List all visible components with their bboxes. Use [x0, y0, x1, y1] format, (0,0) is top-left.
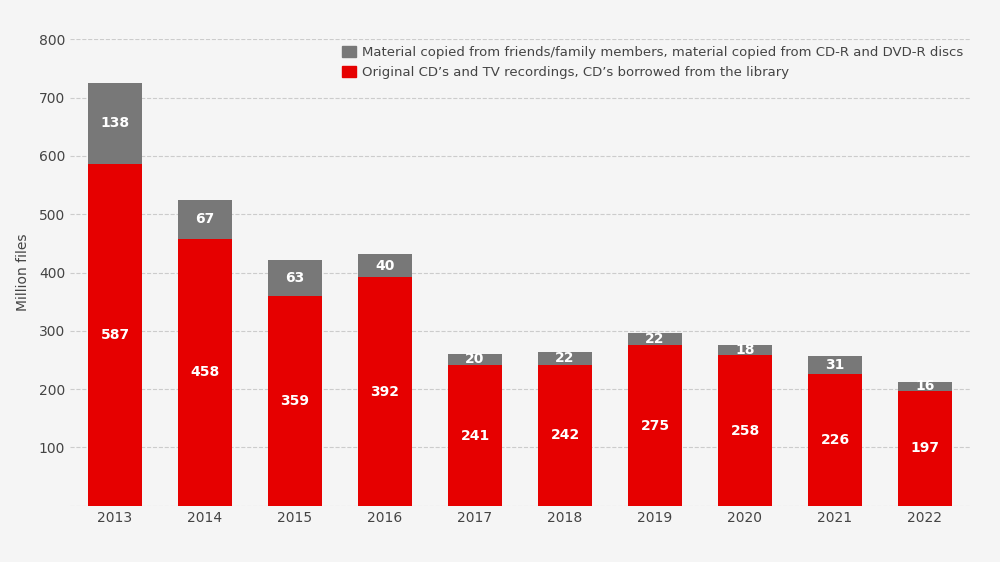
- Text: 20: 20: [465, 352, 485, 366]
- Bar: [718, 345, 772, 355]
- Bar: [448, 365, 502, 506]
- Text: 22: 22: [645, 332, 665, 346]
- Bar: [88, 164, 142, 506]
- Bar: [538, 352, 592, 365]
- Text: 392: 392: [370, 384, 400, 398]
- Bar: [718, 355, 772, 506]
- Bar: [628, 333, 682, 346]
- Text: 197: 197: [910, 441, 940, 455]
- Y-axis label: Million files: Million files: [16, 234, 30, 311]
- Text: 63: 63: [285, 271, 305, 285]
- Bar: [538, 365, 592, 506]
- Text: 138: 138: [100, 116, 130, 130]
- Bar: [268, 260, 322, 297]
- Bar: [448, 353, 502, 365]
- Bar: [808, 374, 862, 506]
- Legend: Material copied from friends/family members, material copied from CD-R and DVD-R: Material copied from friends/family memb…: [342, 46, 963, 79]
- Bar: [358, 277, 412, 506]
- Text: 67: 67: [195, 212, 215, 226]
- Text: 226: 226: [820, 433, 850, 447]
- Text: 40: 40: [375, 259, 395, 273]
- Bar: [898, 391, 952, 506]
- Bar: [808, 356, 862, 374]
- Bar: [268, 297, 322, 506]
- Text: 242: 242: [550, 428, 580, 442]
- Text: 359: 359: [280, 394, 310, 408]
- Text: 275: 275: [640, 419, 670, 433]
- Bar: [898, 382, 952, 391]
- Bar: [358, 254, 412, 277]
- Bar: [178, 200, 232, 239]
- Bar: [628, 346, 682, 506]
- Bar: [88, 83, 142, 164]
- Text: 16: 16: [915, 379, 935, 393]
- Text: 587: 587: [100, 328, 130, 342]
- Text: 31: 31: [825, 358, 845, 372]
- Text: 458: 458: [190, 365, 220, 379]
- Text: 18: 18: [735, 343, 755, 357]
- Text: 22: 22: [555, 351, 575, 365]
- Bar: [178, 239, 232, 506]
- Text: 258: 258: [730, 424, 760, 438]
- Text: 241: 241: [460, 429, 490, 442]
